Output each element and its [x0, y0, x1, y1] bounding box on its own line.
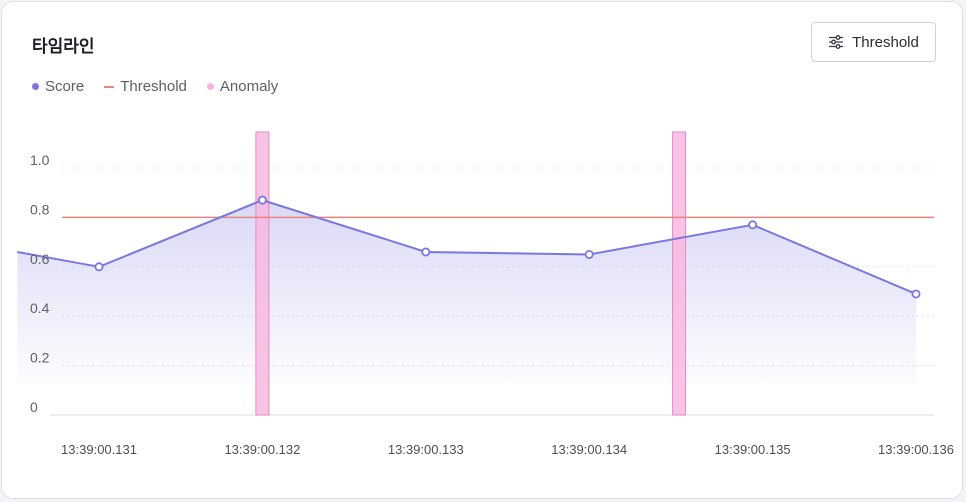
score-point[interactable] [911, 289, 921, 299]
card-title: 타임라인 [32, 37, 95, 57]
legend-label-anomaly: Anomaly [219, 78, 279, 95]
x-tick-label: 13:39:00.131 [61, 442, 137, 457]
score-point[interactable] [584, 249, 594, 259]
score-marker-icon [32, 83, 39, 90]
y-tick-label: 0.4 [30, 300, 50, 316]
x-tick-label: 13:39:00.132 [224, 442, 300, 457]
y-tick-label: 0.6 [30, 251, 50, 267]
x-tick-label: 13:39:00.136 [878, 442, 954, 457]
y-tick-label: 0.2 [30, 350, 50, 366]
threshold-button-label: Threshold [852, 33, 919, 51]
score-point[interactable] [94, 262, 104, 272]
anomaly-band-1[interactable] [255, 131, 270, 416]
chart-legend: Score Threshold Anomaly [32, 78, 298, 95]
threshold-button[interactable]: Threshold [811, 22, 936, 62]
threshold-marker-icon [104, 85, 115, 88]
score-point[interactable] [257, 195, 267, 205]
y-tick-label: 0.8 [30, 201, 50, 217]
legend-label-threshold: Threshold [120, 78, 187, 95]
score-area [17, 200, 917, 383]
x-tick-label: 13:39:00.134 [551, 442, 627, 457]
sliders-icon [828, 34, 844, 50]
legend-item-score[interactable]: Score [32, 78, 84, 95]
legend-item-anomaly[interactable]: Anomaly [206, 78, 279, 95]
y-tick-label: 0 [30, 399, 38, 415]
x-tick-label: 13:39:00.133 [388, 442, 464, 457]
x-tick-label: 13:39:00.135 [715, 442, 791, 457]
legend-label-score: Score [45, 78, 85, 95]
legend-item-threshold[interactable]: Threshold [104, 78, 187, 95]
anomaly-marker-icon [206, 83, 214, 90]
y-tick-label: 1.0 [30, 152, 50, 168]
anomaly-band-2[interactable] [672, 131, 687, 416]
score-point[interactable] [421, 247, 431, 257]
score-point[interactable] [748, 220, 758, 230]
